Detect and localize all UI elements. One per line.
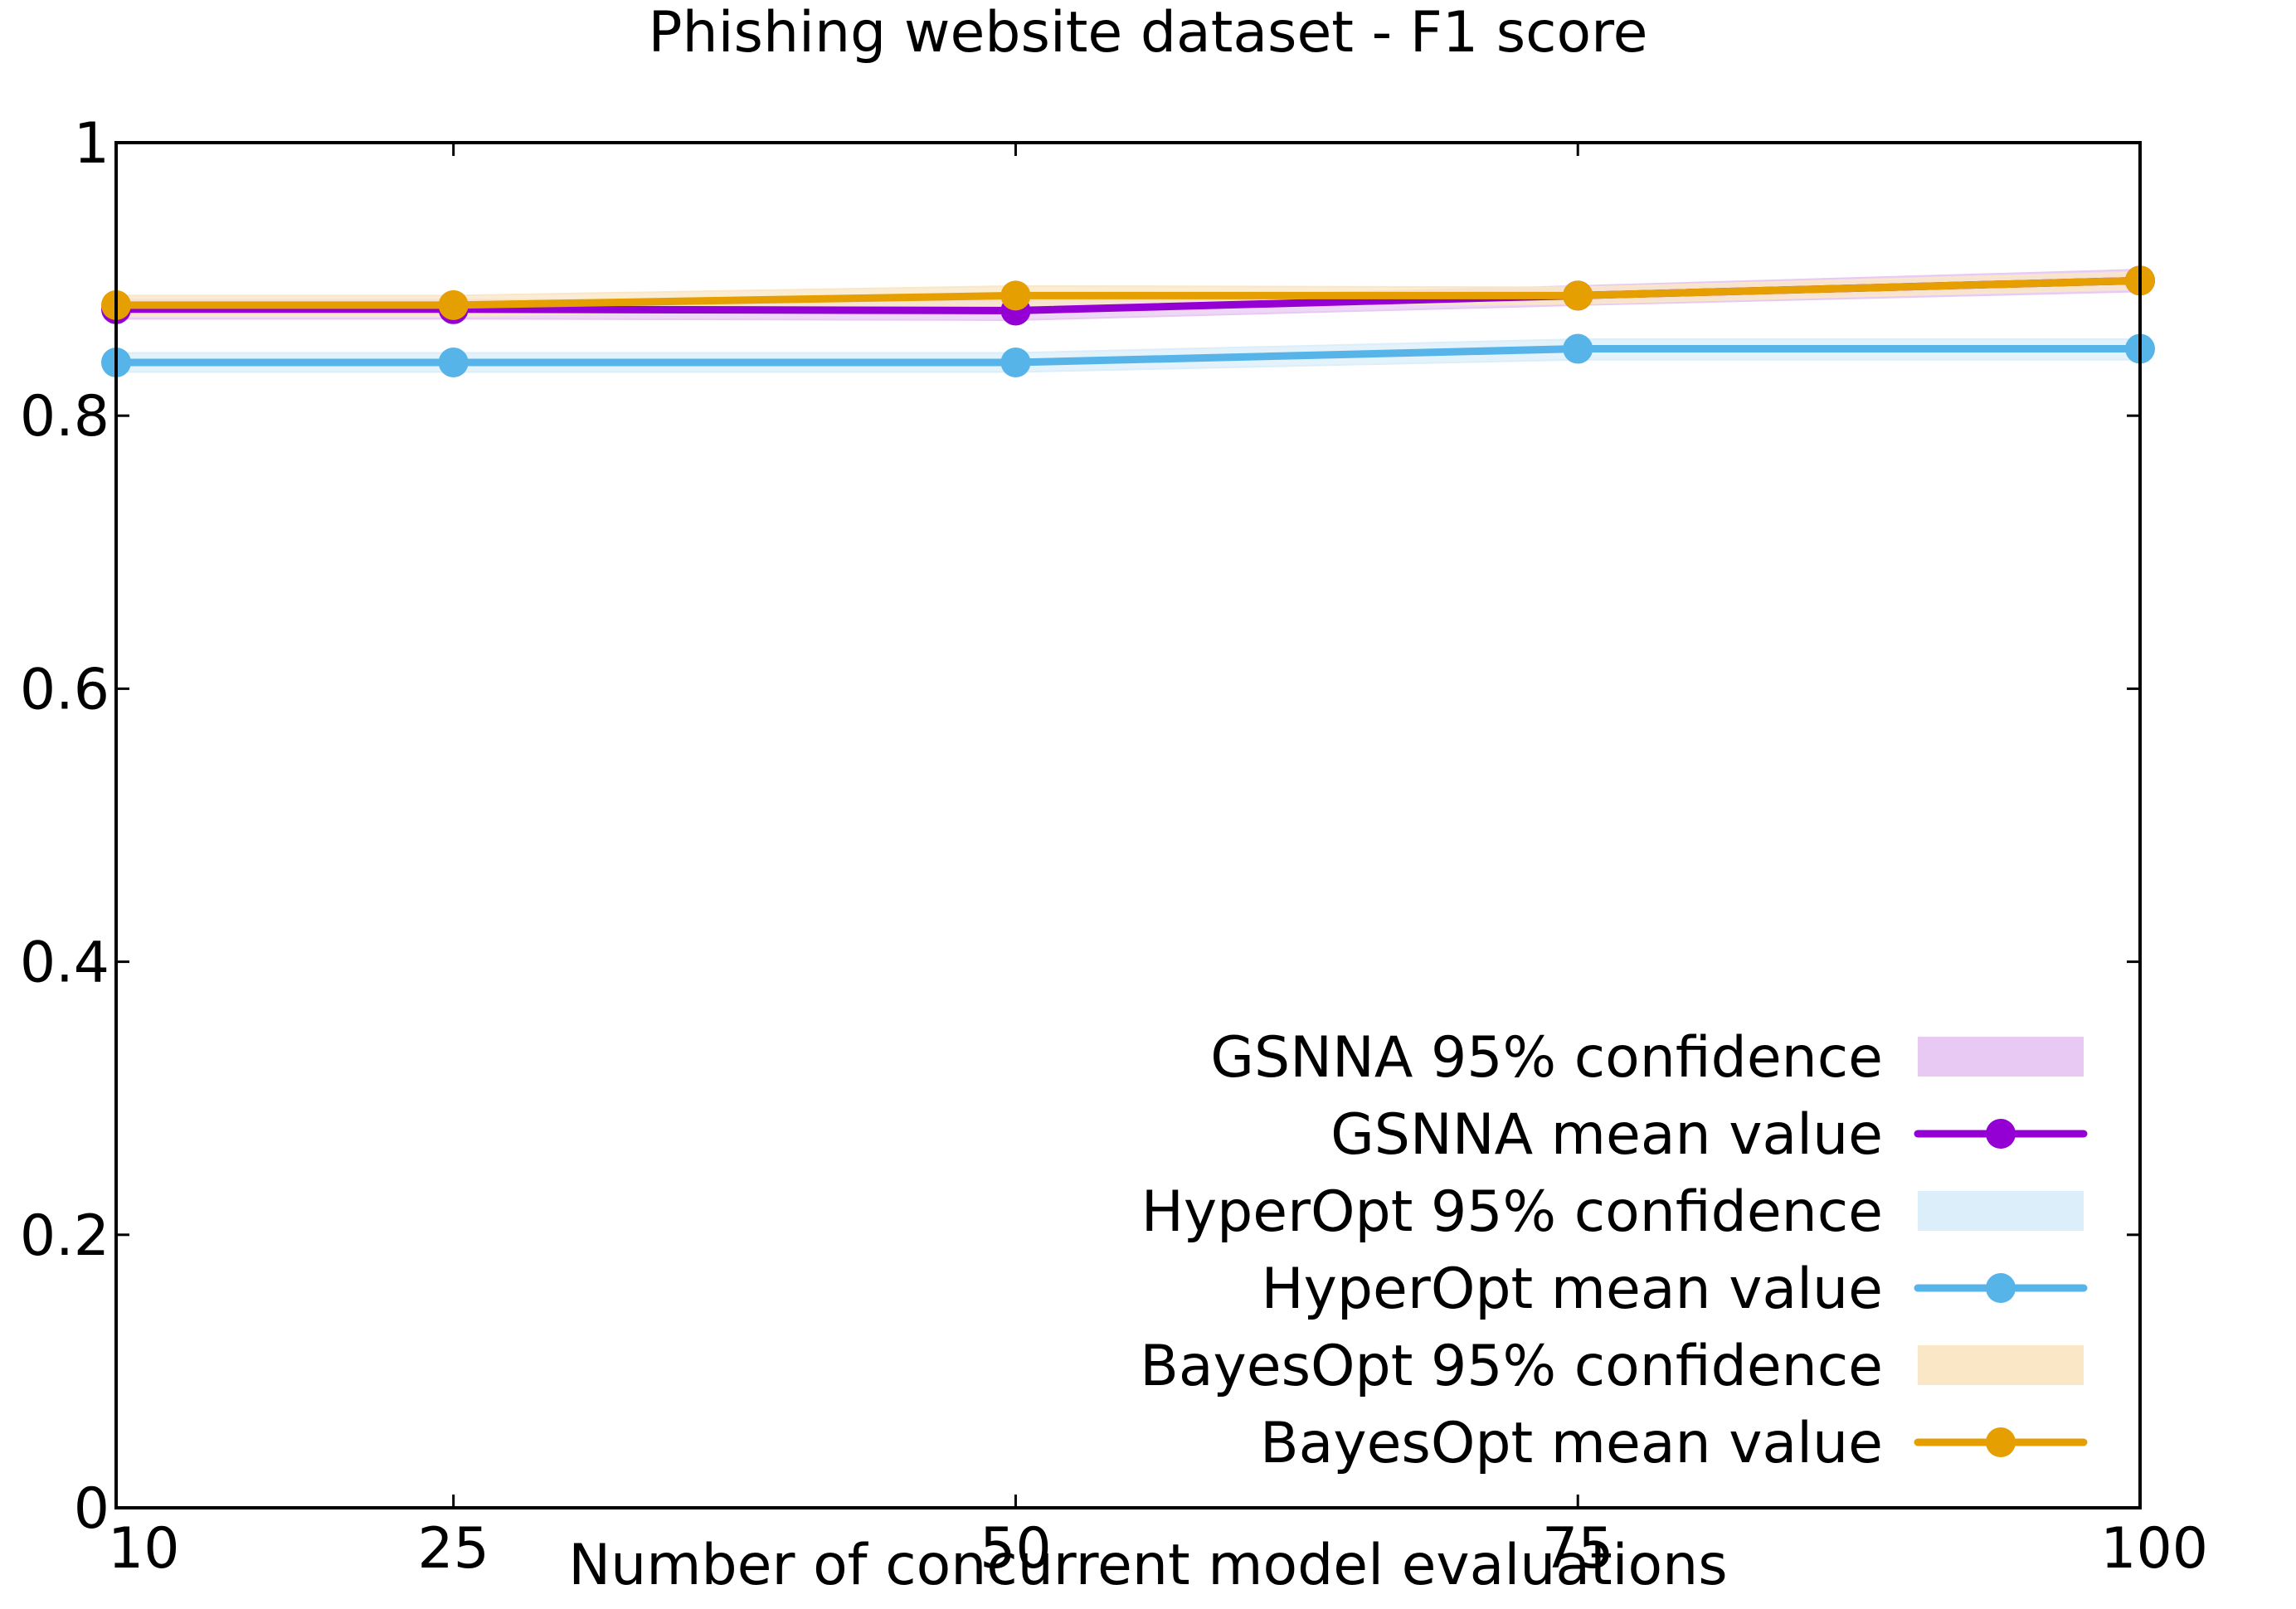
legend-label-bayesopt-mean-value: BayesOpt mean value [1260,1411,1883,1476]
legend-swatch-gsnna-95-confidence [1918,1037,2084,1077]
y-tick-label-3: 0.6 [20,657,109,722]
y-tick-label-1: 0.2 [20,1203,109,1269]
legend-label-gsnna-95-confidence: GSNNA 95% confidence [1210,1025,1883,1091]
hyperopt-mean-value-point-1 [438,348,469,378]
plot-frame-layer [114,141,2142,1509]
x-tick-label-0: 10 [108,1516,180,1582]
axis-ticks-layer: 10 25 50 75 100 0 0.2 0.4 0.6 0.8 1 [20,111,2208,1582]
y-tick-label-4: 0.8 [20,384,109,450]
x-axis-label: Number of concurrent model evaluations [568,1533,1727,1598]
legend-swatch-point-bayesopt-mean-value [1986,1427,2016,1457]
legend-label-hyperopt-mean-value: HyperOpt mean value [1262,1257,1884,1322]
legend: GSNNA 95% confidence GSNNA mean value Hype… [1140,1025,2088,1476]
x-tick-label-3: 75 [1542,1516,1614,1582]
x-tick-label-1: 25 [417,1516,489,1582]
legend-label-hyperopt-95-confidence: HyperOpt 95% confidence [1141,1179,1883,1245]
hyperopt-mean-value-point-2 [1000,348,1031,378]
bayesopt-mean-value-point-2 [1000,280,1031,311]
y-tick-label-5: 1 [74,111,109,177]
legend-label-bayesopt-95-confidence: BayesOpt 95% confidence [1140,1334,1883,1399]
chart-title: Phishing website dataset - F1 score [649,0,1648,66]
series-lines-layer [101,265,2155,378]
hyperopt-95-confidence-band [115,338,2141,373]
legend-swatch-bayesopt-95-confidence [1918,1345,2084,1385]
legend-swatch-point-hyperopt-mean-value [1986,1273,2016,1303]
bayesopt-mean-value-point-1 [438,289,469,320]
x-tick-label-4: 100 [2100,1516,2208,1582]
hyperopt-mean-value-point-3 [1563,333,1593,364]
legend-label-gsnna-mean-value: GSNNA mean value [1330,1102,1883,1168]
bayesopt-mean-value-point-3 [1563,280,1593,311]
y-tick-label-0: 0 [74,1476,109,1542]
y-tick-label-2: 0.4 [20,931,109,996]
plot-frame [114,141,2142,1509]
legend-swatch-hyperopt-95-confidence [1918,1191,2084,1231]
x-tick-label-2: 50 [980,1516,1052,1582]
legend-swatch-point-gsnna-mean-value [1986,1119,2016,1149]
